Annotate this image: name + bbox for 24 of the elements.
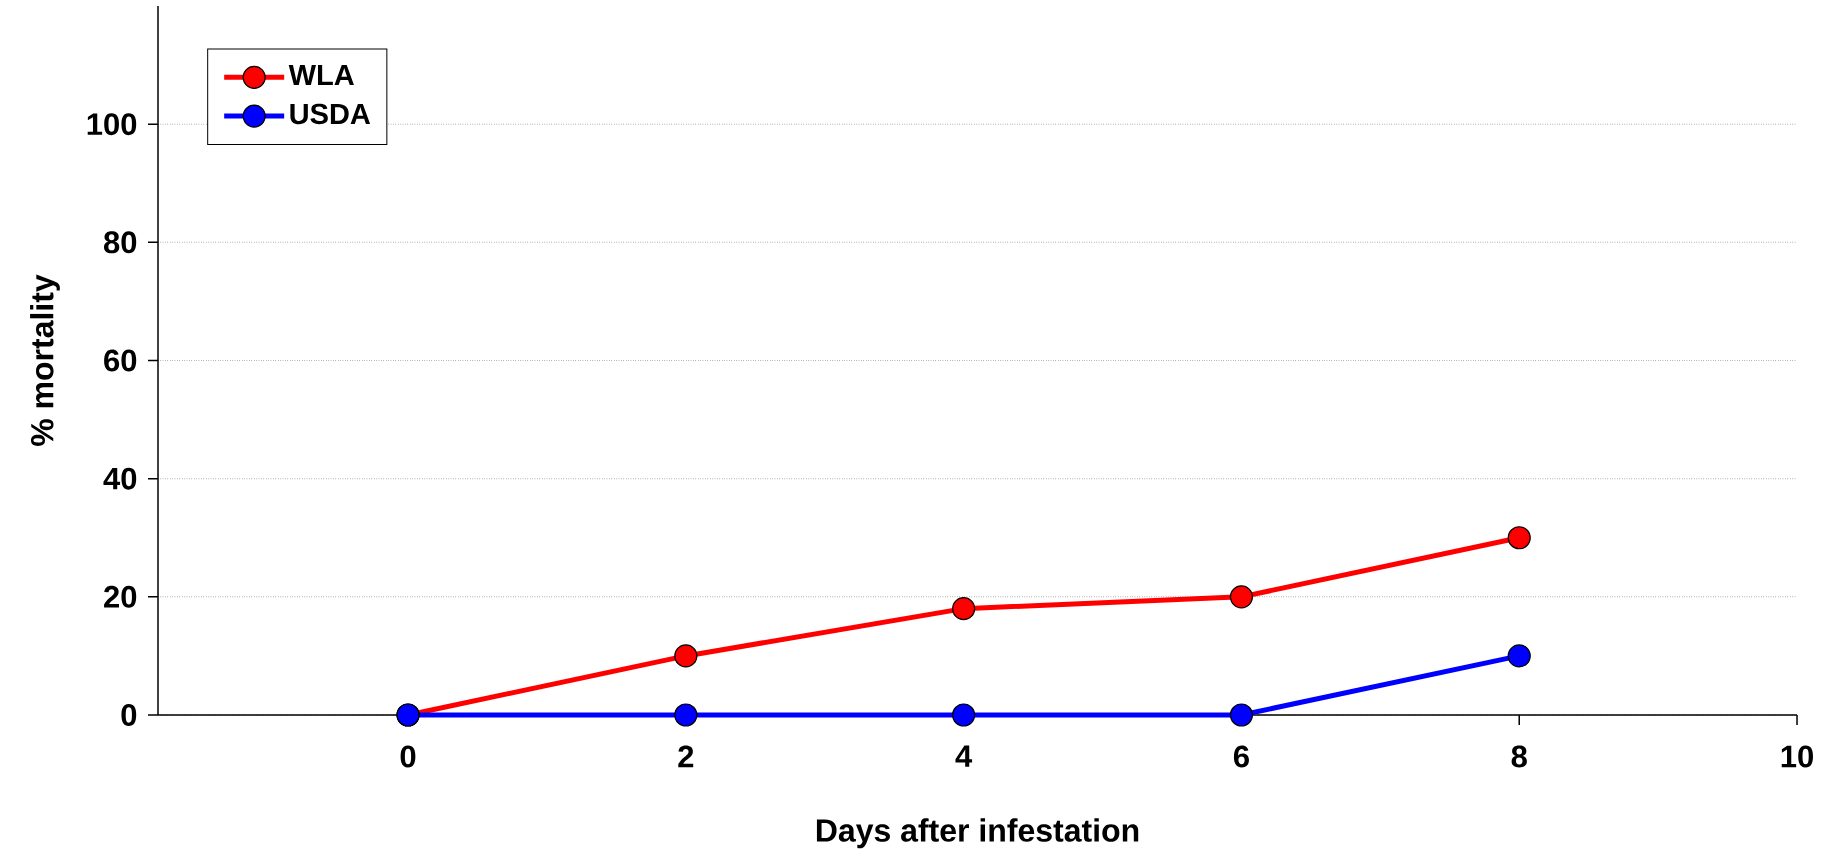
point: [1507, 644, 1531, 668]
point: [674, 644, 698, 668]
legend-label: WLA: [288, 65, 354, 86]
x-tick-label: 0: [400, 745, 416, 768]
y-axis-title: % mortality: [30, 274, 60, 447]
x-tick-label: 6: [1233, 745, 1249, 768]
x-tick-label: 4: [955, 745, 973, 768]
x-axis-title: Days after infestation: [816, 818, 1139, 849]
point: [1229, 703, 1254, 727]
y-tick-label: 100: [87, 113, 137, 136]
y-tick-label: 80: [103, 231, 137, 254]
x-tick-label: 2: [678, 745, 694, 768]
point: [1507, 526, 1531, 550]
y-tick-label: 0: [121, 704, 137, 727]
point: [1229, 585, 1254, 609]
x-tick-label: 8: [1511, 745, 1527, 768]
y-tick-label: 60: [104, 349, 137, 372]
point: [952, 597, 976, 621]
point: [674, 703, 698, 727]
y-tick-label: 20: [104, 586, 137, 609]
x-tick-label: 10: [1781, 745, 1813, 768]
y-tick-label: 40: [103, 467, 137, 490]
point: [952, 703, 976, 727]
legend-label: USDA: [290, 103, 371, 125]
